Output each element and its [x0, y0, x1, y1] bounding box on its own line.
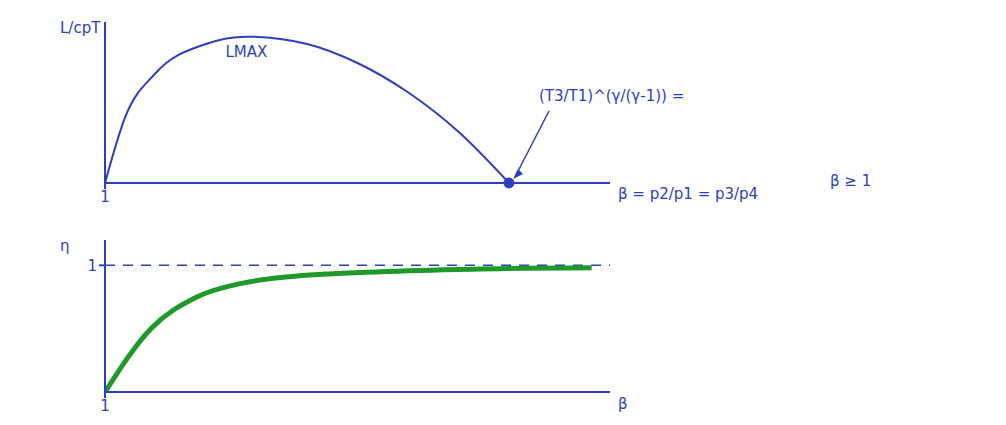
svg-text:β = p2/p1 = p3/p4: β = p2/p1 = p3/p4	[618, 185, 758, 203]
svg-text:1: 1	[100, 188, 110, 205]
svg-text:1: 1	[87, 257, 97, 275]
svg-text:η: η	[60, 237, 70, 255]
svg-text:LMAX: LMAX	[225, 43, 267, 61]
svg-text:β: β	[618, 395, 628, 413]
svg-text:(T3/T1)^(γ/(γ-1)) =: (T3/T1)^(γ/(γ-1)) =	[539, 87, 684, 105]
svg-text:L/cpT: L/cpT	[60, 19, 101, 37]
html-text:β ≥ 1: β ≥ 1	[830, 172, 872, 190]
svg-text:1: 1	[100, 397, 110, 415]
